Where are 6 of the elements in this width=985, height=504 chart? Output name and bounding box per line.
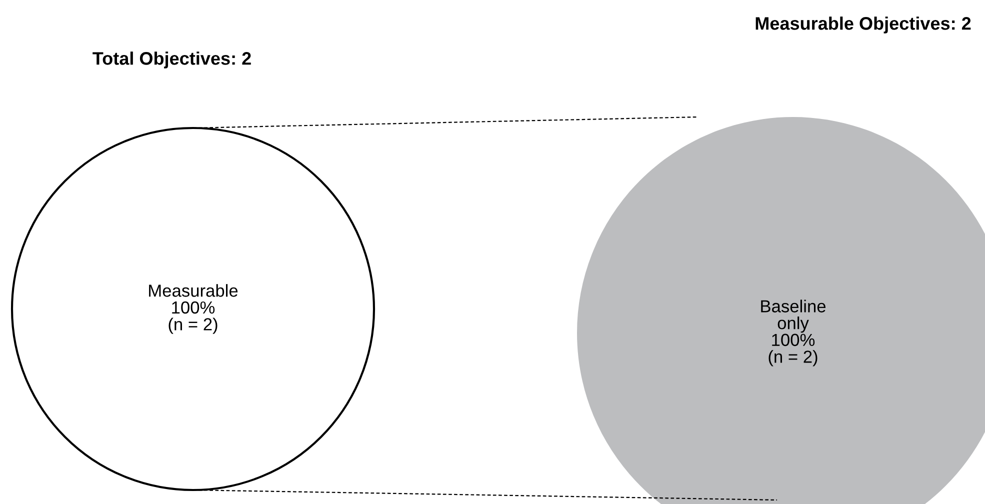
chart-title: Measurable Objectives: 2: [756, 16, 971, 34]
data-label: 100% (n = 2): [168, 301, 218, 334]
chart-title: Total Objectives: 2: [92, 52, 251, 68]
slice-label: Baseline only: [761, 300, 826, 333]
data-label: 100% (n = 2): [768, 334, 818, 366]
slice-label: Measurable: [149, 284, 238, 297]
